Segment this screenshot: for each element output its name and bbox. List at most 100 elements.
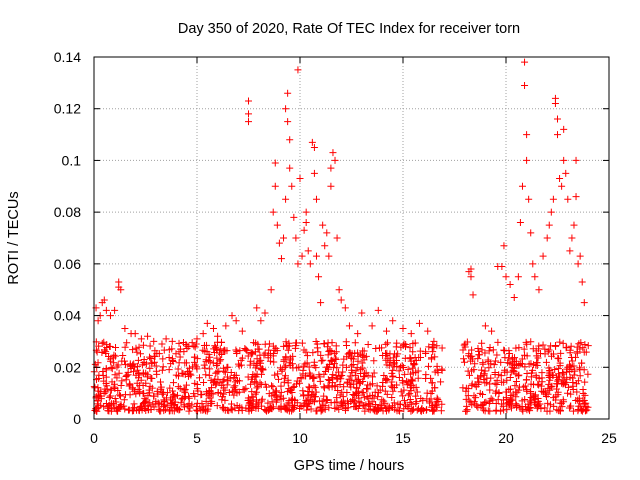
data-point bbox=[506, 359, 514, 367]
data-point bbox=[292, 234, 300, 242]
data-point bbox=[520, 345, 528, 353]
data-point bbox=[370, 369, 378, 377]
data-point bbox=[235, 388, 243, 396]
data-point bbox=[511, 382, 519, 390]
data-point bbox=[233, 402, 241, 410]
data-point bbox=[341, 399, 349, 407]
data-point bbox=[105, 393, 113, 401]
data-point bbox=[305, 383, 313, 391]
data-point bbox=[388, 369, 396, 377]
data-point bbox=[317, 407, 325, 415]
data-point bbox=[527, 338, 535, 346]
data-point bbox=[480, 375, 488, 383]
data-point bbox=[358, 359, 366, 367]
data-point bbox=[137, 350, 144, 358]
data-point bbox=[128, 407, 136, 415]
data-point bbox=[336, 391, 344, 399]
data-point bbox=[282, 105, 290, 113]
data-point bbox=[298, 252, 306, 260]
data-point bbox=[211, 342, 219, 350]
data-point bbox=[267, 286, 275, 294]
data-point bbox=[232, 317, 240, 325]
data-point bbox=[401, 370, 409, 378]
data-point bbox=[204, 402, 212, 410]
data-point bbox=[267, 382, 275, 390]
data-point bbox=[503, 388, 511, 396]
data-point bbox=[337, 375, 345, 383]
data-point bbox=[111, 394, 119, 402]
data-point bbox=[336, 380, 344, 388]
data-point bbox=[564, 195, 572, 203]
data-point bbox=[214, 360, 222, 368]
data-point bbox=[137, 335, 145, 343]
data-point bbox=[479, 401, 487, 409]
data-point bbox=[523, 156, 531, 164]
data-point bbox=[407, 387, 415, 395]
data-point bbox=[417, 407, 425, 415]
data-point bbox=[286, 164, 294, 172]
data-point bbox=[471, 400, 479, 408]
data-point bbox=[407, 330, 415, 338]
data-point bbox=[107, 364, 115, 372]
data-point bbox=[315, 273, 323, 281]
data-point bbox=[391, 384, 399, 392]
data-point bbox=[532, 361, 540, 369]
data-point bbox=[220, 367, 228, 375]
data-point bbox=[301, 372, 309, 380]
data-point bbox=[174, 365, 182, 373]
data-point bbox=[257, 370, 265, 378]
data-point bbox=[546, 376, 554, 384]
data-point bbox=[213, 354, 221, 362]
data-point bbox=[481, 379, 489, 387]
data-point bbox=[151, 347, 159, 355]
data-point bbox=[463, 402, 471, 410]
data-point bbox=[323, 229, 331, 237]
data-point bbox=[429, 407, 437, 415]
data-point bbox=[182, 381, 190, 389]
data-point bbox=[130, 368, 138, 376]
data-point bbox=[159, 355, 167, 363]
data-point bbox=[194, 387, 202, 395]
data-point bbox=[431, 368, 439, 376]
data-point bbox=[209, 325, 217, 332]
data-point bbox=[131, 363, 139, 371]
data-point bbox=[506, 281, 514, 289]
data-point bbox=[214, 375, 222, 383]
data-point bbox=[163, 402, 171, 410]
data-point bbox=[554, 388, 562, 396]
data-point bbox=[310, 144, 318, 151]
data-point bbox=[317, 351, 325, 359]
data-point bbox=[259, 365, 267, 373]
data-point bbox=[501, 368, 509, 376]
data-point bbox=[207, 376, 215, 384]
data-point bbox=[433, 342, 441, 350]
data-point bbox=[574, 405, 582, 413]
data-point bbox=[574, 260, 582, 268]
data-point bbox=[271, 159, 279, 167]
data-point bbox=[572, 156, 580, 164]
data-point bbox=[481, 407, 489, 415]
data-point bbox=[582, 348, 590, 356]
data-point bbox=[382, 407, 390, 415]
data-point bbox=[531, 396, 539, 404]
data-point bbox=[474, 345, 482, 353]
data-point bbox=[310, 169, 318, 177]
data-point bbox=[135, 371, 143, 379]
data-point bbox=[250, 359, 258, 367]
data-point bbox=[176, 384, 184, 392]
data-point bbox=[332, 356, 340, 364]
data-point bbox=[131, 330, 139, 338]
data-point bbox=[357, 350, 365, 358]
data-point bbox=[175, 372, 183, 380]
data-point bbox=[221, 396, 229, 404]
data-point bbox=[329, 363, 337, 371]
data-point bbox=[532, 371, 540, 379]
data-point bbox=[363, 393, 371, 401]
data-point bbox=[525, 195, 533, 203]
data-point bbox=[146, 353, 154, 361]
data-point bbox=[409, 377, 417, 385]
data-point bbox=[532, 347, 540, 355]
data-point bbox=[485, 400, 493, 408]
data-point bbox=[560, 125, 568, 133]
data-point bbox=[296, 175, 304, 183]
